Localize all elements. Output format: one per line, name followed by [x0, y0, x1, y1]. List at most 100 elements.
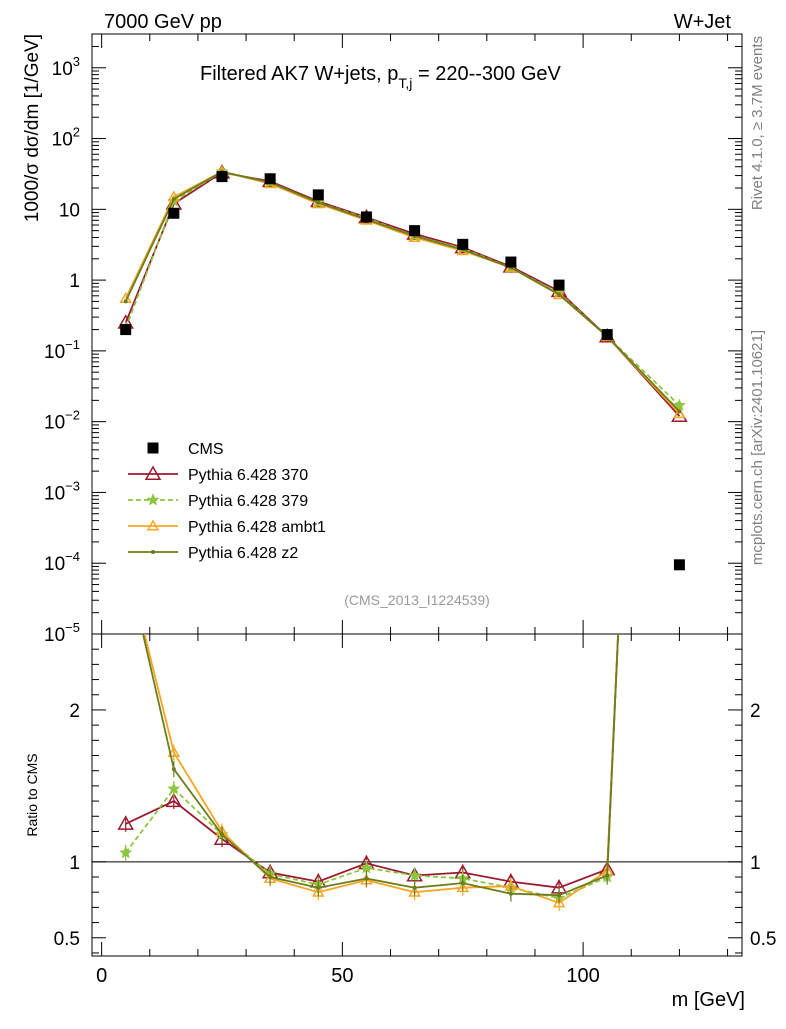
- y-tick-label: 10−4: [44, 549, 80, 575]
- ratio-y-tick-label: 1: [69, 853, 80, 874]
- y-tick-label: 10: [59, 200, 80, 221]
- cms-data-point: [312, 189, 324, 201]
- series-2-line: [124, 170, 681, 415]
- series-3-ratio-line: [142, 634, 620, 897]
- series-1-ratio-point: [119, 845, 133, 859]
- y-tick-label: 10−1: [44, 337, 80, 363]
- y-tick-label: 1: [69, 271, 80, 292]
- ratio-series: [117, 634, 620, 911]
- series-3-ratio-point: [220, 832, 224, 837]
- series-2-point: [673, 407, 686, 419]
- series-2-ratio-point: [408, 885, 421, 897]
- y-tick-exponent: −3: [65, 478, 80, 493]
- cms-data-point: [505, 256, 517, 268]
- series-3-point: [557, 292, 562, 297]
- y-tick-base: 10: [44, 483, 65, 504]
- legend-label: Pythia 6.428 379: [188, 493, 308, 510]
- mcplots-label: mcplots.cern.ch [arXiv:2401.10621]: [749, 330, 766, 565]
- chart-title-tail: = 220--300 GeV: [412, 63, 561, 85]
- series-3-point: [677, 409, 682, 414]
- series-1-ratio-point: [167, 782, 181, 795]
- y-tick-base: 10: [52, 59, 73, 80]
- series-1-ratio-line: [124, 634, 620, 900]
- legend: CMS Pythia 6.428 370 Pythia 6.428 379 Pythi…: [128, 441, 326, 562]
- series-2-ratio-line: [143, 634, 620, 904]
- cms-data-point: [360, 211, 372, 223]
- series-3-point: [123, 299, 128, 304]
- y-tick-label: 102: [52, 125, 80, 151]
- y-tick-label: 10−5: [44, 620, 80, 646]
- series-2-point: [552, 288, 566, 300]
- y-tick-exponent: −2: [65, 408, 80, 423]
- series-3-ratio-point: [508, 891, 513, 896]
- y-axis-label: 1000/σ dσ/dm [1/GeV]: [22, 34, 43, 222]
- cms-data-point: [457, 238, 469, 250]
- series-0-ratio-point: [117, 815, 134, 830]
- series-3-ratio-point: [316, 885, 321, 890]
- y-tick-label: 10−2: [44, 408, 80, 434]
- chart-title: Filtered AK7 W+jets, pT,j = 220--300 GeV: [200, 63, 562, 91]
- series-0-ratio-point: [165, 792, 183, 808]
- series-2-ratio-point: [552, 896, 566, 908]
- legend-label: Pythia 6.428 370: [188, 467, 308, 484]
- series-3-line: [124, 170, 681, 412]
- ratio-y-tick-label-right: 0.5: [750, 929, 776, 950]
- series-2-ratio-point: [167, 745, 181, 757]
- cms-data-point: [168, 207, 180, 219]
- x-tick-label: 100: [566, 965, 599, 987]
- legend-marker: [151, 550, 155, 554]
- series-3-ratio-point: [268, 875, 273, 880]
- series-1-line: [124, 170, 681, 407]
- chart-title-main: Filtered AK7 W+jets, p: [200, 63, 398, 85]
- ratio-y-axis-label: Ratio to CMS: [24, 753, 40, 836]
- series-3-point: [316, 200, 321, 205]
- series-1-ratio-point: [408, 868, 422, 881]
- series-3-ratio-point: [460, 881, 465, 886]
- process-label: W+Jet: [674, 11, 732, 33]
- y-tick-base: 10: [59, 200, 80, 221]
- cms-data-point: [264, 173, 276, 185]
- y-tick-exponent: −1: [65, 337, 80, 352]
- y-tick-base: 1: [69, 271, 80, 292]
- series-3-ratio-point: [605, 873, 610, 878]
- y-tick-exponent: −5: [65, 620, 80, 635]
- analysis-id: (CMS_2013_I1224539): [344, 592, 490, 608]
- cms-data-point: [120, 324, 132, 336]
- x-axis-label: m [GeV]: [672, 989, 745, 1011]
- y-tick-base: 10: [44, 554, 65, 575]
- legend-marker: [146, 493, 160, 506]
- cms-data-point: [553, 279, 565, 291]
- series-2-ratio-point: [456, 881, 470, 893]
- main-plot-frame: [91, 33, 743, 635]
- series-3-ratio-point: [171, 767, 176, 772]
- series-3-ratio-point: [364, 876, 369, 881]
- cms-data-point: [601, 329, 613, 341]
- y-tick-exponent: 3: [73, 54, 80, 69]
- main-series: [117, 164, 688, 571]
- x-tick-label: 50: [331, 965, 353, 987]
- legend-marker: [147, 442, 159, 454]
- y-tick-exponent: 2: [73, 125, 80, 140]
- series-2-ratio-point: [312, 885, 325, 897]
- y-tick-label: 103: [52, 54, 80, 80]
- series-3-point: [171, 196, 176, 201]
- y-tick-base: 10: [44, 625, 65, 646]
- y-tick-label: 10−3: [44, 478, 80, 504]
- legend-marker: [144, 465, 162, 480]
- series-3-ratio-point: [412, 885, 417, 890]
- series-0-ratio-line: [125, 634, 619, 889]
- legend-label: Pythia 6.428 ambt1: [188, 519, 326, 536]
- series-0-line: [124, 171, 681, 417]
- cms-data-point: [409, 225, 421, 237]
- energy-label: 7000 GeV pp: [104, 11, 222, 33]
- rivet-version-label: Rivet 4.1.0, ≥ 3.7M events: [749, 36, 766, 210]
- ratio-y-tick-label-right: 1: [750, 853, 761, 874]
- legend-label: Pythia 6.428 z2: [188, 545, 298, 562]
- y-tick-base: 10: [44, 342, 65, 363]
- cms-data-point: [216, 171, 228, 183]
- series-3-ratio-point: [557, 893, 562, 898]
- chart-title-sub: T,j: [398, 75, 412, 91]
- ratio-y-tick-label: 0.5: [54, 929, 80, 950]
